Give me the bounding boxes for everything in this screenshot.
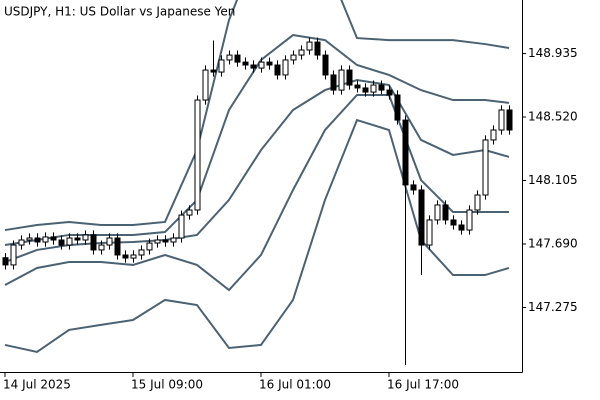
candle-body [418, 189, 425, 246]
candle-body [10, 244, 17, 266]
candle-body [378, 84, 385, 91]
x-tick-label: 16 Jul 17:00 [387, 378, 459, 392]
candle-body [314, 41, 321, 56]
candle-body [34, 237, 41, 243]
candle-body [450, 219, 457, 226]
chart-title: USDJPY, H1: US Dollar vs Japanese Yen [4, 5, 235, 19]
candle-body [370, 84, 377, 93]
candle-body [138, 249, 145, 256]
band-line [4, 78, 510, 263]
candle-body [130, 254, 137, 259]
candle-body [146, 242, 153, 251]
candle-body [210, 69, 217, 73]
candle-body [506, 109, 513, 131]
candle-body [386, 89, 393, 96]
candle-body [474, 194, 481, 211]
x-tick-label: 15 Jul 09:00 [131, 378, 203, 392]
candle-body [298, 49, 305, 56]
candle-body [170, 237, 177, 243]
candle-body [226, 54, 233, 61]
candle-body [18, 239, 25, 246]
candle-body [442, 204, 449, 221]
candle-body [82, 234, 89, 241]
candle-body [410, 184, 417, 191]
candle-body [258, 61, 265, 69]
candle-body [50, 236, 57, 241]
candle-body [434, 204, 441, 221]
candle-body [290, 54, 297, 61]
candle-body [162, 239, 169, 243]
candle-body [90, 234, 97, 251]
candle-body [42, 236, 49, 243]
band-line [4, 93, 509, 292]
candle-body [26, 237, 33, 241]
candle-body [346, 69, 353, 86]
candle-body [114, 237, 121, 256]
candle-body [106, 237, 113, 246]
candle-body [234, 54, 241, 63]
band-line [4, 118, 510, 354]
candle-body [194, 99, 201, 211]
candle-body [242, 61, 249, 66]
candle-body [2, 257, 9, 266]
candle-body [66, 237, 73, 246]
y-tick-label: 147.690 [528, 236, 578, 250]
y-tick-label: 148.935 [528, 46, 578, 60]
candle-body [306, 41, 313, 51]
y-tick-label: 148.520 [528, 110, 578, 124]
candle-body [282, 59, 289, 76]
candle-body [394, 94, 401, 121]
candle-body [186, 209, 193, 216]
candle-body [122, 254, 129, 259]
candle-body [482, 139, 489, 196]
candle-body [354, 84, 361, 89]
candle-body [426, 219, 433, 246]
candle-body [74, 237, 81, 241]
candle-body [98, 244, 105, 251]
candle-body [178, 214, 185, 239]
candle-body [458, 224, 465, 231]
candle-body [218, 59, 225, 73]
x-tick-label: 16 Jul 01:00 [259, 378, 331, 392]
candle-body [266, 61, 273, 66]
candle-body [274, 64, 281, 76]
band-line [4, 0, 510, 232]
candle-body [322, 54, 329, 76]
candle-body [490, 129, 497, 141]
candle-body [154, 239, 161, 244]
candle-body [466, 209, 473, 231]
candle-body [362, 87, 369, 93]
candle-body [402, 119, 409, 186]
candle-body [202, 69, 209, 101]
plot-area [2, 0, 513, 365]
candle-body [250, 64, 257, 69]
candle-body [498, 109, 505, 131]
y-tick-label: 148.105 [528, 173, 578, 187]
y-tick-label: 147.275 [528, 300, 578, 314]
x-tick-label: 14 Jul 2025 [3, 378, 71, 392]
candle-body [338, 69, 345, 91]
candle-body [58, 239, 65, 246]
candle-body [330, 74, 337, 91]
